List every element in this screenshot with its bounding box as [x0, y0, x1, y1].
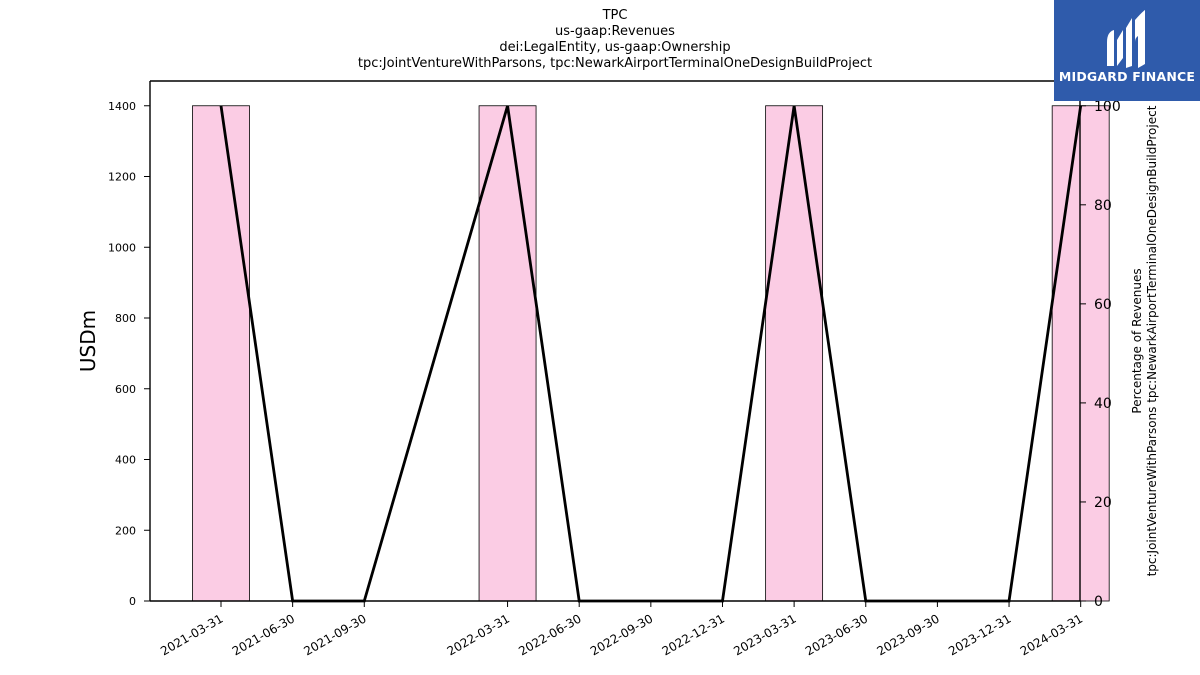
midgard-logo-icon	[1107, 10, 1145, 68]
bar-2023-03-31	[765, 105, 824, 602]
y2-tick-label: 80	[1094, 198, 1112, 214]
x-tick-label: 2023-09-30	[874, 611, 941, 658]
x-tick-label: 2023-12-31	[946, 611, 1013, 658]
y-tick-label: 600	[115, 383, 136, 396]
x-tick-label: 2021-09-30	[301, 611, 368, 658]
y2-tick-label: 100	[1094, 99, 1121, 115]
y2-tick-label: 0	[1094, 594, 1103, 610]
percentage-line	[219, 105, 1083, 603]
bar-2022-03-31	[478, 105, 537, 602]
y2-tick-label: 60	[1094, 297, 1112, 313]
x-tick-label: 2023-03-31	[731, 611, 798, 658]
x-tick-label: 2023-06-30	[803, 611, 870, 658]
chart-title-company: TPC	[602, 8, 628, 23]
x-tick-label: 2022-09-30	[588, 611, 655, 658]
y-tick-label: 200	[115, 524, 136, 537]
x-tick-label: 2021-06-30	[230, 611, 297, 658]
x-tick-label: 2022-12-31	[660, 611, 727, 658]
chart-title-dimensions: dei:LegalEntity, us-gaap:Ownership	[499, 40, 731, 55]
x-tick-label: 2024-03-31	[1018, 611, 1085, 658]
y2-axis-label-line1: Percentage of Revenues	[1130, 268, 1144, 413]
y2-tick-label: 20	[1094, 495, 1112, 511]
x-tick-label: 2022-06-30	[516, 611, 583, 658]
y-tick-label: 1200	[108, 171, 136, 184]
logo-text: MIDGARD FINANCE	[1058, 69, 1196, 84]
midgard-finance-logo: MIDGARD FINANCE	[1054, 0, 1200, 101]
y-tick-label: 0	[129, 595, 136, 608]
y-tick-label: 1000	[108, 241, 136, 254]
x-tick-label: 2021-03-31	[158, 611, 225, 658]
y-axis-label: USDm	[76, 310, 100, 372]
y-tick-label: 1400	[108, 100, 136, 113]
y-tick-label: 400	[115, 454, 136, 467]
chart-title-block: TPC us-gaap:Revenues dei:LegalEntity, us…	[150, 8, 1080, 72]
y2-axis-label-line2: tpc:JointVentureWithParsons tpc:NewarkAi…	[1145, 105, 1159, 576]
chart-title-concept: us-gaap:Revenues	[555, 24, 675, 39]
chart-title-members: tpc:JointVentureWithParsons, tpc:NewarkA…	[357, 56, 873, 71]
y-tick-label: 800	[115, 312, 136, 325]
bar-2021-03-31	[192, 105, 250, 602]
y2-tick-label: 40	[1094, 396, 1112, 412]
x-tick-label: 2022-03-31	[445, 611, 512, 658]
